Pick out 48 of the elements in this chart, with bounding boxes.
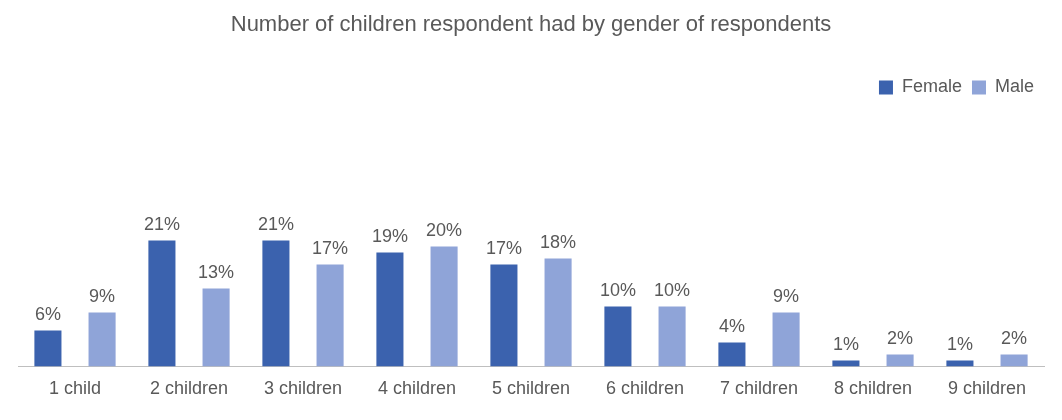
- data-label: 20%: [426, 220, 463, 241]
- bar: [1000, 354, 1028, 367]
- bar: [430, 246, 458, 367]
- bar: [886, 354, 914, 367]
- data-label: 2%: [1001, 328, 1028, 349]
- data-label: 6%: [34, 304, 61, 325]
- bar: [718, 342, 746, 367]
- data-label: 2%: [887, 328, 914, 349]
- bar: [262, 240, 290, 367]
- x-tick-label: 7 children: [719, 378, 799, 399]
- x-tick-label: 9 children: [947, 378, 1027, 399]
- bar: [34, 330, 62, 367]
- data-label: 1%: [832, 334, 859, 355]
- x-tick-label: 6 children: [605, 378, 685, 399]
- bar: [658, 306, 686, 367]
- x-tick-label: 5 children: [491, 378, 571, 399]
- chart-title: Number of children respondent had by gender of respondents: [230, 11, 832, 37]
- bar: [376, 252, 404, 367]
- bar: [946, 360, 974, 367]
- data-label: 9%: [773, 286, 800, 307]
- data-label: 9%: [89, 286, 116, 307]
- bar: [544, 258, 572, 367]
- legend-label: Male: [994, 76, 1034, 97]
- data-label: 17%: [485, 238, 522, 259]
- data-label: 19%: [371, 226, 408, 247]
- x-tick-label: 2 children: [149, 378, 229, 399]
- legend-label: Female: [901, 76, 962, 97]
- data-label: 1%: [946, 334, 973, 355]
- x-tick-label: 1 child: [48, 378, 102, 399]
- bar: [148, 240, 176, 367]
- x-tick-label: 3 children: [263, 378, 343, 399]
- bar: [202, 288, 230, 367]
- data-label: 4%: [718, 316, 745, 337]
- data-label: 21%: [143, 214, 180, 235]
- data-label: 10%: [654, 280, 691, 301]
- data-label: 13%: [198, 262, 235, 283]
- x-tick-label: 4 children: [377, 378, 457, 399]
- bar: [316, 264, 344, 367]
- bar: [490, 264, 518, 367]
- data-label: 21%: [257, 214, 294, 235]
- x-tick-label: 8 children: [833, 378, 913, 399]
- bar: [88, 312, 116, 367]
- bar: [604, 306, 632, 367]
- data-label: 10%: [599, 280, 636, 301]
- data-label: 18%: [540, 232, 577, 253]
- bar: [832, 360, 860, 367]
- data-label: 17%: [312, 238, 349, 259]
- bar: [772, 312, 800, 367]
